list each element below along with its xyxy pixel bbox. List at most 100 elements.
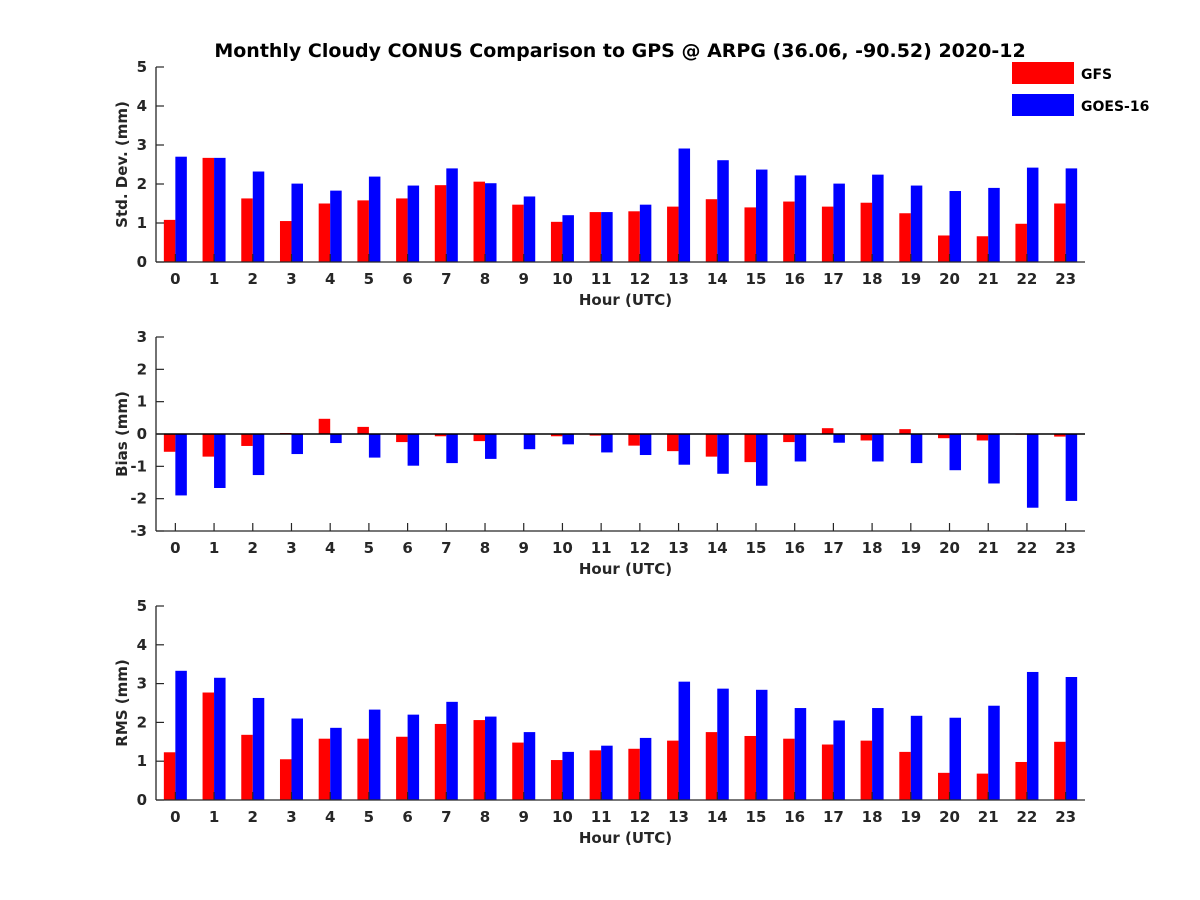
x-tick-label: 1: [209, 539, 219, 557]
x-tick-label: 4: [325, 539, 335, 557]
figure-title: Monthly Cloudy CONUS Comparison to GPS @…: [214, 40, 1025, 62]
x-tick-label: 22: [1017, 808, 1038, 826]
bar-gfs-hour-8: [473, 720, 486, 800]
bar-gfs-hour-19: [899, 429, 911, 434]
x-tick-label: 17: [823, 539, 844, 557]
bar-goes16-hour-2: [252, 434, 265, 476]
bar-gfs-hour-17: [821, 428, 834, 434]
bar-gfs-hour-12: [628, 748, 640, 800]
bar-goes16-hour-0: [175, 156, 187, 262]
bar-goes16-hour-14: [717, 688, 729, 800]
bar-goes16-hour-3: [291, 183, 303, 262]
y-tick-label: 0: [137, 425, 147, 443]
bar-gfs-hour-0: [163, 434, 176, 452]
bar-gfs-hour-10: [550, 221, 563, 262]
bar-goes16-hour-14: [717, 434, 729, 474]
bar-gfs-hour-9: [512, 742, 524, 800]
x-tick-label: 11: [591, 539, 612, 557]
bar-goes16-hour-18: [872, 434, 884, 462]
bar-goes16-hour-13: [678, 148, 691, 262]
x-tick-label: 23: [1055, 270, 1076, 288]
bar-goes16-hour-11: [601, 434, 613, 453]
y-tick-label: 4: [137, 97, 147, 115]
x-tick-label: 13: [668, 270, 689, 288]
bar-gfs-hour-16: [783, 201, 795, 262]
bar-gfs-hour-17: [821, 206, 834, 262]
bar-goes16-hour-12: [639, 434, 652, 456]
bar-gfs-hour-11: [589, 212, 602, 262]
bar-goes16-hour-17: [833, 434, 845, 443]
bar-goes16-hour-7: [446, 701, 458, 800]
bar-gfs-hour-15: [744, 735, 756, 800]
x-tick-label: 16: [784, 808, 805, 826]
bar-goes16-hour-19: [910, 185, 923, 262]
bar-goes16-hour-10: [562, 434, 574, 445]
bar-goes16-hour-10: [562, 751, 574, 800]
x-tick-label: 21: [978, 270, 999, 288]
bar-gfs-hour-14: [705, 199, 718, 262]
bar-gfs-hour-5: [357, 738, 369, 800]
x-tick-label: 8: [480, 270, 490, 288]
legend-swatch-gfs: [1012, 62, 1074, 84]
legend-label-goes16: GOES-16: [1081, 99, 1149, 115]
x-tick-label: 12: [629, 808, 650, 826]
bar-gfs-hour-20: [938, 434, 950, 439]
x-tick-label: 11: [591, 808, 612, 826]
bar-goes16-hour-19: [910, 434, 923, 464]
y-tick-label: -1: [130, 457, 147, 475]
bar-goes16-hour-20: [949, 717, 962, 800]
bar-gfs-hour-21: [976, 236, 989, 262]
bar-goes16-hour-9: [523, 732, 536, 800]
x-tick-label: 14: [707, 539, 728, 557]
bar-goes16-hour-3: [291, 718, 303, 800]
bar-gfs-hour-4: [318, 203, 331, 262]
bar-goes16-hour-11: [601, 212, 613, 262]
bar-gfs-hour-20: [938, 772, 950, 800]
bar-goes16-hour-12: [639, 737, 652, 800]
bar-goes16-hour-2: [252, 697, 265, 800]
bar-gfs-hour-12: [628, 434, 640, 446]
bar-gfs-hour-23: [1054, 434, 1066, 437]
x-tick-label: 2: [248, 539, 258, 557]
y-axis-title: Std. Dev. (mm): [113, 101, 131, 228]
legend-label-gfs: GFS: [1081, 67, 1112, 83]
bar-goes16-hour-6: [407, 714, 420, 800]
y-tick-label: 3: [137, 328, 147, 346]
y-tick-label: 4: [137, 636, 147, 654]
bar-goes16-hour-16: [794, 434, 807, 462]
bar-goes16-hour-6: [407, 434, 420, 466]
bar-gfs-hour-7: [434, 185, 447, 262]
bar-gfs-hour-10: [550, 760, 563, 800]
x-tick-label: 8: [480, 539, 490, 557]
bar-goes16-hour-11: [601, 745, 613, 800]
bar-gfs-hour-14: [705, 732, 718, 800]
bar-goes16-hour-1: [214, 157, 226, 262]
bar-gfs-hour-23: [1054, 741, 1066, 800]
x-tick-label: 3: [286, 539, 296, 557]
x-tick-label: 17: [823, 808, 844, 826]
y-tick-label: 3: [137, 675, 147, 693]
x-tick-label: 1: [209, 808, 219, 826]
bar-goes16-hour-21: [988, 705, 1000, 800]
bar-goes16-hour-8: [485, 716, 497, 800]
bar-gfs-hour-15: [744, 207, 756, 262]
bar-gfs-hour-6: [396, 434, 408, 443]
x-tick-label: 7: [441, 270, 451, 288]
bar-goes16-hour-9: [523, 434, 536, 450]
bar-gfs-hour-22: [1015, 761, 1027, 800]
bar-goes16-hour-0: [175, 670, 187, 800]
bar-goes16-hour-4: [330, 190, 342, 262]
bar-goes16-hour-19: [910, 715, 923, 800]
bar-goes16-hour-3: [291, 434, 303, 455]
x-tick-label: 23: [1055, 808, 1076, 826]
bar-gfs-hour-23: [1054, 203, 1066, 262]
bar-goes16-hour-16: [794, 708, 807, 800]
bar-goes16-hour-8: [485, 434, 497, 459]
bar-gfs-hour-21: [976, 773, 989, 800]
bar-gfs-hour-10: [550, 434, 563, 437]
x-axis-title: Hour (UTC): [579, 829, 672, 847]
